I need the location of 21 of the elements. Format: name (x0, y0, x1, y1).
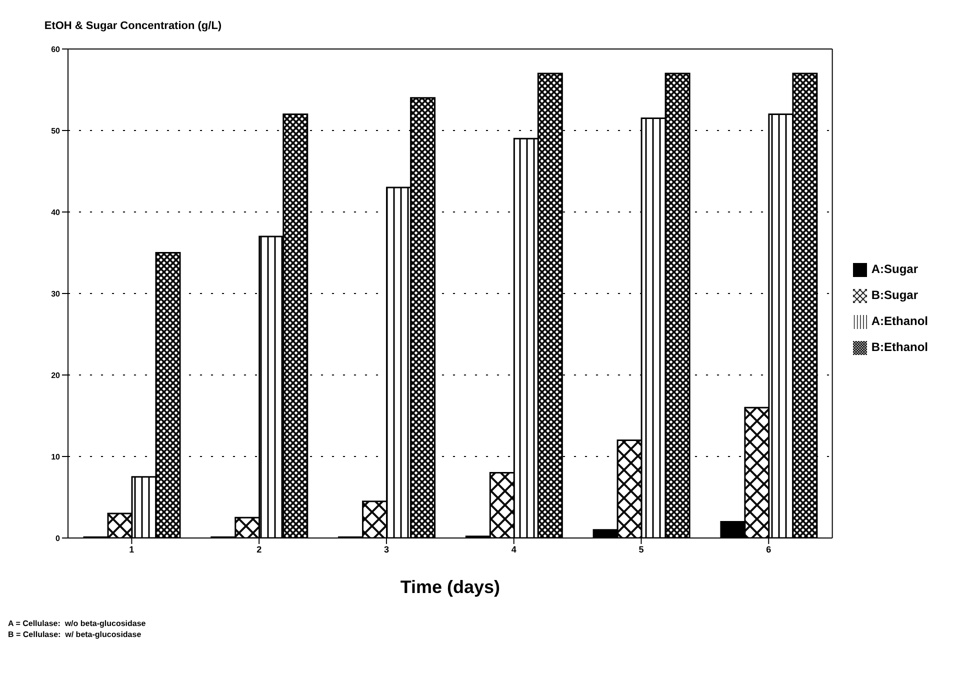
x-axis-title: Time (days) (400, 577, 500, 597)
legend-label: B:Sugar (871, 288, 918, 302)
y-tick-label: 30 (51, 289, 61, 298)
legend-label: A:Ethanol (871, 314, 928, 328)
y-tick-label: 40 (51, 208, 61, 217)
legend-label: A:Sugar (871, 262, 918, 276)
y-tick-label: 60 (51, 44, 61, 54)
x-tick-label: 2 (256, 544, 262, 554)
y-tick-label: 0 (56, 534, 61, 543)
y-tick-label: 10 (51, 452, 61, 462)
y-tick-label: 50 (51, 126, 61, 136)
y-axis-title: EtOH & Sugar Concentration (g/L) (44, 20, 222, 32)
y-tick-label: 20 (51, 370, 61, 380)
text: A = Cellulase: w/o beta-glucosidase (8, 618, 147, 629)
x-tick-label: 6 (766, 544, 772, 554)
x-tick-label: 4 (511, 544, 516, 554)
legend-label: B:Ethanol (871, 340, 928, 354)
x-tick-label: 5 (638, 544, 644, 554)
x-tick-label: 1 (129, 544, 134, 554)
text: B = Cellulase: w/ beta-glucosidase (8, 629, 142, 640)
x-tick-label: 3 (384, 544, 389, 554)
